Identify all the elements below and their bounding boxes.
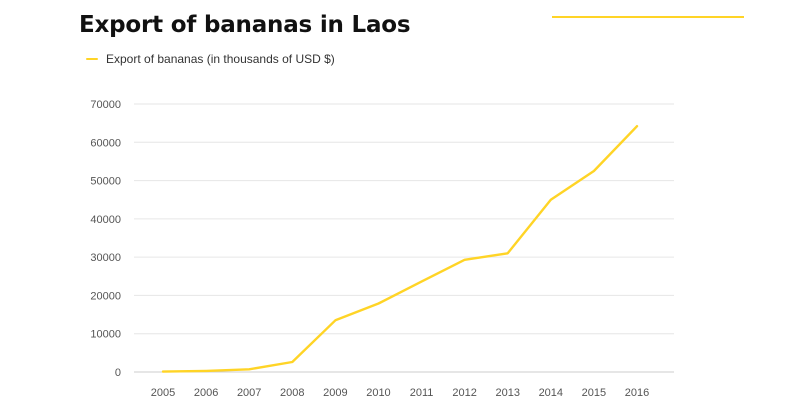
y-tick-label: 60000	[90, 137, 121, 149]
legend[interactable]: Export of bananas (in thousands of USD $…	[86, 52, 335, 66]
x-tick-label: 2006	[194, 387, 218, 399]
series-layer	[160, 123, 640, 375]
x-tick-label: 2016	[625, 387, 649, 399]
data-point-2007[interactable]	[246, 366, 252, 372]
data-point-2008[interactable]	[289, 359, 295, 365]
x-tick-label: 2005	[151, 387, 175, 399]
data-point-2011[interactable]	[419, 279, 425, 285]
series-line-0[interactable]	[161, 124, 639, 373]
y-tick-label: 0	[115, 367, 121, 379]
data-point-2016[interactable]	[634, 123, 640, 129]
data-point-2014[interactable]	[548, 197, 554, 203]
y-tick-label: 10000	[90, 329, 121, 341]
x-tick-label: 2008	[280, 387, 304, 399]
legend-swatch	[86, 58, 98, 60]
grid-lines	[134, 103, 674, 373]
data-point-2005[interactable]	[160, 369, 166, 375]
y-axis-ticks: 0 10000 20000 30000 40000 50000 60000 70000	[90, 99, 121, 379]
y-tick-label: 50000	[90, 176, 121, 188]
x-tick-label: 2015	[582, 387, 606, 399]
data-point-2013[interactable]	[505, 250, 511, 256]
data-point-2009[interactable]	[332, 317, 338, 323]
data-point-2010[interactable]	[375, 300, 381, 306]
legend-label: Export of bananas (in thousands of USD $…	[106, 52, 335, 66]
x-tick-label: 2014	[539, 387, 563, 399]
x-tick-label: 2007	[237, 387, 261, 399]
y-tick-label: 70000	[90, 99, 121, 111]
data-point-2015[interactable]	[591, 168, 597, 174]
y-tick-label: 30000	[90, 252, 121, 264]
x-axis-ticks: 2005 2006 2007 2008 2009 2010 2011 2012 2013 2014…	[151, 387, 649, 399]
data-point-2006[interactable]	[203, 368, 209, 374]
title-accent-line	[552, 16, 744, 18]
x-tick-label: 2009	[323, 387, 347, 399]
x-tick-label: 2012	[452, 387, 476, 399]
x-tick-label: 2010	[366, 387, 390, 399]
chart-title: Export of bananas in Laos	[79, 12, 411, 38]
x-tick-label: 2011	[410, 387, 434, 399]
y-tick-label: 40000	[90, 214, 121, 226]
y-tick-label: 20000	[90, 290, 121, 302]
data-point-2012[interactable]	[462, 257, 468, 263]
x-tick-label: 2013	[495, 387, 519, 399]
